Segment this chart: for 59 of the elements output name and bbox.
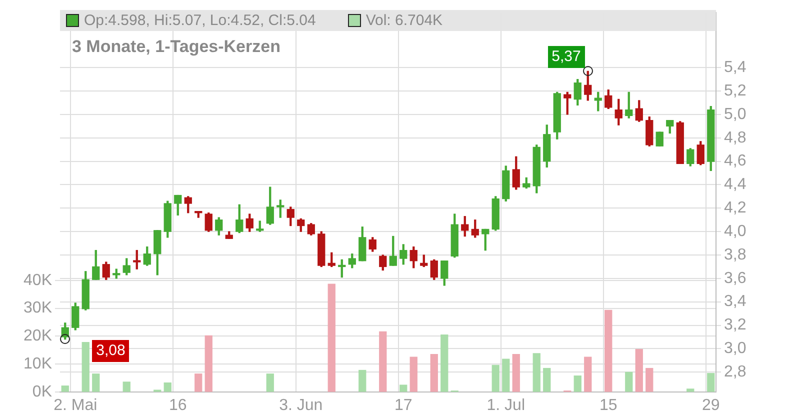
x-tick-label: 16 bbox=[168, 397, 187, 414]
y2-tick-label: 40K bbox=[24, 272, 52, 289]
y-tick-label: 4,8 bbox=[724, 129, 746, 146]
bar bbox=[646, 368, 654, 392]
bar bbox=[379, 331, 387, 392]
x-tick-label: 1. Jul bbox=[486, 397, 525, 414]
bar bbox=[543, 368, 551, 392]
y-tick-label: 4,0 bbox=[724, 222, 746, 240]
bar bbox=[512, 354, 520, 392]
y-tick-label: 4,2 bbox=[724, 200, 746, 217]
y2-tick-label: 10K bbox=[24, 356, 52, 373]
x-tick-label: 3. Jun bbox=[279, 397, 323, 414]
y-tick-label: 3,4 bbox=[724, 293, 746, 310]
x-tick-label: 2. Mai bbox=[54, 397, 98, 414]
bar bbox=[194, 374, 202, 392]
x-tick-label: 29 bbox=[702, 397, 720, 414]
x-tick-label: 17 bbox=[394, 397, 412, 414]
bar bbox=[686, 388, 694, 392]
annotation: 3,08 bbox=[92, 340, 130, 362]
bar bbox=[61, 386, 69, 392]
y-tick-label: 3,0 bbox=[724, 340, 746, 358]
bar bbox=[707, 372, 715, 392]
bar bbox=[122, 382, 130, 392]
bar bbox=[328, 284, 336, 392]
bar bbox=[532, 353, 540, 392]
bar bbox=[574, 375, 582, 392]
y2-tick-label: 30K bbox=[24, 300, 52, 317]
bar bbox=[625, 372, 633, 392]
y-tick-label: 5,0 bbox=[724, 106, 746, 123]
bar bbox=[584, 356, 592, 392]
y-tick-label: 5,2 bbox=[724, 82, 746, 100]
bar bbox=[400, 384, 408, 392]
bar bbox=[635, 348, 643, 392]
annotation: 5,37 bbox=[548, 46, 585, 68]
y-tick-label: 4,6 bbox=[724, 152, 746, 170]
x-tick-label: 15 bbox=[599, 397, 618, 414]
annotation: Vol: 6.704K bbox=[366, 12, 443, 29]
y-tick-label: 4,4 bbox=[724, 176, 746, 194]
bar bbox=[204, 335, 212, 392]
bar bbox=[164, 382, 172, 392]
bar bbox=[440, 334, 448, 392]
y-tick-label: 3,6 bbox=[724, 270, 746, 287]
text: 3 Monate, 1-Tages-Kerzen bbox=[72, 37, 280, 57]
y-tick-label: 5,4 bbox=[724, 59, 746, 76]
annotation: Op:4.598, Hi:5.07, Lo:4.52, Cl:5.04 bbox=[84, 12, 316, 29]
bar bbox=[502, 358, 510, 392]
bar bbox=[410, 356, 418, 392]
y-tick-label: 3,2 bbox=[724, 316, 746, 334]
y2-tick-label: 20K bbox=[24, 328, 52, 345]
y-tick-label: 3,8 bbox=[724, 246, 746, 264]
bar bbox=[266, 374, 274, 392]
bar bbox=[604, 310, 612, 392]
bar bbox=[82, 342, 90, 392]
y-tick-label: 2,8 bbox=[724, 364, 746, 380]
y2-tick-label: 0K bbox=[32, 383, 52, 400]
bar bbox=[92, 374, 100, 392]
bar bbox=[492, 364, 500, 392]
bar bbox=[430, 354, 438, 392]
bar bbox=[358, 370, 366, 392]
